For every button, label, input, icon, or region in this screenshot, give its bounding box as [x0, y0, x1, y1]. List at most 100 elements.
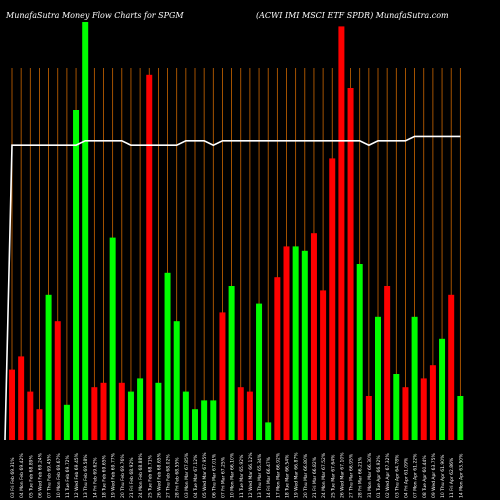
bar: [164, 272, 171, 440]
x-tick-label: 20 Thu Feb 69.76%: [120, 454, 126, 498]
bar: [365, 396, 372, 440]
bar: [146, 74, 153, 441]
bar: [265, 422, 272, 440]
bar: [201, 400, 208, 440]
x-tick-label: 01 Tue Apr 66.92%: [376, 455, 382, 498]
x-tick-label: 04 Mon Feb 69.42%: [19, 453, 25, 498]
bar: [439, 338, 446, 440]
bar: [457, 396, 464, 440]
money-flow-line: [4, 135, 461, 441]
x-tick-label: 07 Fri Mar 67.25%: [220, 456, 226, 498]
x-tick-label: 10 Mon Mar 66.10%: [230, 452, 236, 498]
x-tick-label: 19 Wed Feb 69.77%: [111, 452, 117, 498]
bar: [73, 110, 80, 440]
x-tick-label: 17 Mon Mar 66.92%: [275, 452, 281, 498]
bar: [329, 158, 336, 440]
x-tick-label: 27 Thu Mar 66.95%: [349, 453, 355, 498]
bar: [338, 26, 345, 441]
bar: [283, 246, 290, 440]
bar: [237, 387, 244, 440]
bar: [411, 316, 418, 440]
bar: [118, 382, 125, 440]
bar: [356, 264, 363, 440]
x-tick-label: 08 Tue Apr 60.44%: [422, 455, 428, 498]
x-tick-label: 31 Mon Mar 66.30%: [367, 452, 373, 498]
x-tick-label: 09 Wed Apr 63.75%: [431, 453, 437, 498]
bar: [393, 374, 400, 440]
x-tick-label: 12 Wed Mar 66.12%: [248, 452, 254, 498]
x-tick-label: 07 Thu Feb 69.45%: [47, 454, 53, 498]
bar: [18, 356, 25, 440]
bar: [420, 378, 427, 440]
bar: [137, 378, 144, 440]
bar: [228, 286, 235, 440]
bar: [402, 387, 409, 440]
bar: [173, 321, 180, 440]
x-tick-label: 13 Thu Mar 65.34%: [257, 453, 263, 498]
bar: [27, 391, 34, 440]
x-tick-label: 20 Thu Mar 66.80%: [303, 453, 309, 498]
x-tick-label: 26 Wed Mar 67.10%: [339, 452, 345, 498]
bar: [274, 277, 281, 440]
bar: [127, 391, 134, 440]
bar: [310, 233, 317, 440]
chart-title: MunafaSutra Money Flow Charts for SPGM: [6, 11, 184, 20]
bar: [155, 382, 162, 440]
bar: [54, 321, 61, 440]
x-tick-label: 18 Tue Feb 69.65%: [102, 454, 108, 498]
bar: [375, 316, 381, 440]
x-tick-label: 25 Tue Mar 67.64%: [330, 454, 336, 498]
x-tick-label: 05 Tue Feb 68.89%: [28, 454, 34, 498]
x-tick-label: 18 Tue Mar 66.54%: [285, 454, 291, 498]
bar: [292, 246, 299, 440]
x-tick-label: 14 Mon Apr 63.50%: [458, 453, 464, 498]
x-tick-label: 25 Tue Feb 68.71%: [147, 454, 153, 498]
bar: [210, 400, 217, 440]
x-tick-label: 19 Wed Mar 66.87%: [294, 452, 300, 498]
x-tick-label: 11 Tue Mar 65.92%: [239, 454, 245, 498]
x-tick-label: 03 Mon Mar 67.85%: [184, 452, 190, 498]
x-tick-label: 10 Mon Feb 69.67%: [56, 453, 62, 498]
x-tick-label: 07 Mon Apr 61.22%: [413, 453, 419, 498]
x-tick-label: 02 Wed Apr 67.32%: [385, 453, 391, 498]
bar: [182, 391, 189, 440]
x-tick-label: 03 Fri Feb 69.31%: [10, 457, 16, 498]
x-tick-label: 03 Thu Apr 64.78%: [394, 454, 400, 498]
x-tick-label: 27 Thu Feb 68.02%: [166, 454, 172, 498]
x-tick-label: 11 Tue Feb 69.72%: [65, 454, 71, 498]
bar: [429, 365, 436, 440]
x-tick-label: 28 Fri Mar 66.21%: [358, 456, 364, 498]
bar: [301, 250, 308, 440]
x-tick-label: 13 Thu Feb 69.58%: [83, 454, 89, 498]
bar: [347, 88, 354, 440]
bar: [9, 369, 15, 440]
bar: [219, 312, 226, 440]
x-tick-label: 14 Fri Mar 66.47%: [266, 456, 272, 498]
x-tick-label: 05 Wed Mar 67.95%: [202, 452, 208, 498]
x-tick-label: 14 Fri Feb 69.62%: [92, 457, 98, 498]
bar: [36, 409, 43, 440]
bar: [100, 382, 107, 440]
x-tick-label: 06 Thu Mar 67.01%: [211, 453, 217, 498]
bar: [82, 22, 89, 440]
x-tick-label: 12 Wed Feb 69.45%: [74, 452, 80, 498]
x-tick-label: 04 Tue Mar 67.12%: [193, 454, 199, 498]
bar: [320, 290, 327, 440]
bar: [45, 294, 52, 440]
x-tick-label: 21 Fri Mar 66.82%: [312, 456, 318, 498]
bar: [192, 409, 198, 440]
x-tick-label: 11 Fri Apr 62.86%: [449, 457, 455, 498]
bar: [246, 391, 253, 440]
bar: [448, 294, 455, 440]
x-tick-label: 28 Fri Feb 68.55%: [175, 457, 181, 498]
bar: [256, 303, 263, 440]
x-tick-label: 06 Wed Feb 69.24%: [37, 452, 43, 498]
x-axis-labels: 03 Fri Feb 69.31% 04 Mon Feb 69.42% 05 Tue…: [10, 452, 464, 498]
bars: [9, 22, 464, 441]
x-tick-label: 21 Fri Feb 68.92%: [129, 457, 135, 498]
bar: [384, 286, 391, 440]
x-tick-label: 10 Thu Apr 61.90%: [440, 454, 446, 498]
bar: [91, 387, 98, 440]
bar: [109, 237, 116, 440]
